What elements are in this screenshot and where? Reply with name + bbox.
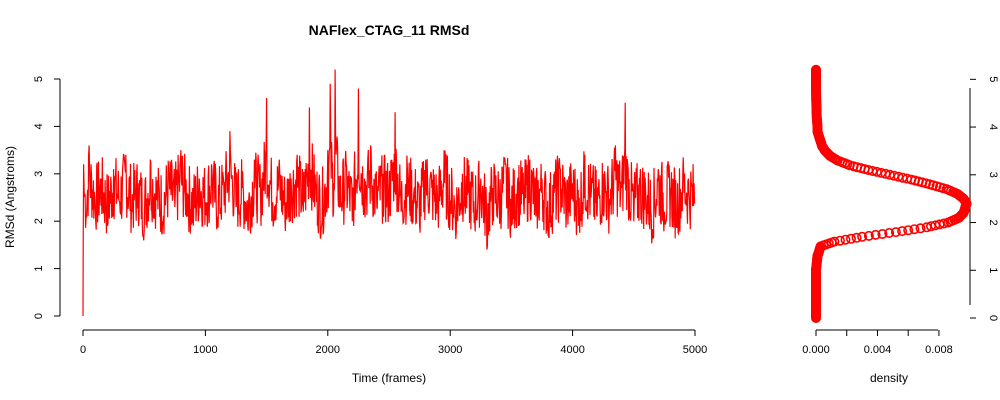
density-point xyxy=(834,235,845,246)
density-point xyxy=(870,229,881,240)
y-axis-label: RMSd (Angstroms) xyxy=(3,146,17,248)
density-point xyxy=(877,229,888,240)
density-point xyxy=(915,223,926,234)
y-tick-label: 1 xyxy=(33,266,45,272)
chart-title: NAFlex_CTAG_11 RMSd xyxy=(309,22,470,38)
density-point xyxy=(810,64,821,75)
density-y-tick-label: 1 xyxy=(987,267,999,273)
density-point xyxy=(840,234,851,245)
y-tick-label: 5 xyxy=(33,76,45,82)
density-point xyxy=(845,233,856,244)
density-x-axis-label: density xyxy=(870,371,908,385)
density-points-group xyxy=(810,64,972,323)
density-point xyxy=(938,218,949,229)
density-y-tick-label: 3 xyxy=(987,172,999,178)
y-tick-label: 0 xyxy=(33,313,45,319)
density-point xyxy=(863,230,874,241)
x-tick-label: 3000 xyxy=(438,344,462,356)
density-y-tick-label: 4 xyxy=(987,124,999,130)
time-series-panel: 0 1000 2000 3000 4000 5000 0 1 2 3 4 5 Time (frame… xyxy=(3,69,707,385)
x-tick-label: 4000 xyxy=(560,344,584,356)
x-tick-label: 1000 xyxy=(193,344,217,356)
density-panel: 0.000 0.004 0.008 0 1 2 3 4 5 density xyxy=(802,64,999,385)
y-tick-label: 3 xyxy=(33,171,45,177)
x-tick-label: 5000 xyxy=(683,344,707,356)
density-x-tick-label: 0.000 xyxy=(802,344,830,356)
y-tick-label: 2 xyxy=(33,218,45,224)
rmsd-series-line xyxy=(82,69,696,317)
density-y-tick-label: 2 xyxy=(987,219,999,225)
density-point xyxy=(851,232,862,243)
density-y-tick-label: 5 xyxy=(987,76,999,82)
density-y-tick-group: 0 1 2 3 4 5 xyxy=(970,76,999,321)
x-tick-group: 0 1000 2000 3000 4000 5000 xyxy=(80,330,707,356)
density-point xyxy=(857,231,868,242)
density-point xyxy=(829,236,840,247)
density-x-tick-label: 0.008 xyxy=(925,344,953,356)
y-tick-label: 4 xyxy=(33,123,45,129)
x-tick-label: 0 xyxy=(80,344,86,356)
density-y-tick-label: 0 xyxy=(987,315,999,321)
density-point xyxy=(897,226,908,237)
density-point xyxy=(903,225,914,236)
x-tick-label: 2000 xyxy=(316,344,340,356)
density-point xyxy=(890,227,901,238)
x-axis-label: Time (frames) xyxy=(352,371,426,385)
density-x-tick-group: 0.000 0.004 0.008 xyxy=(802,330,953,356)
density-point xyxy=(884,228,895,239)
y-tick-group: 0 1 2 3 4 5 xyxy=(33,76,60,319)
density-x-tick-label: 0.004 xyxy=(864,344,892,356)
density-point xyxy=(909,224,920,235)
